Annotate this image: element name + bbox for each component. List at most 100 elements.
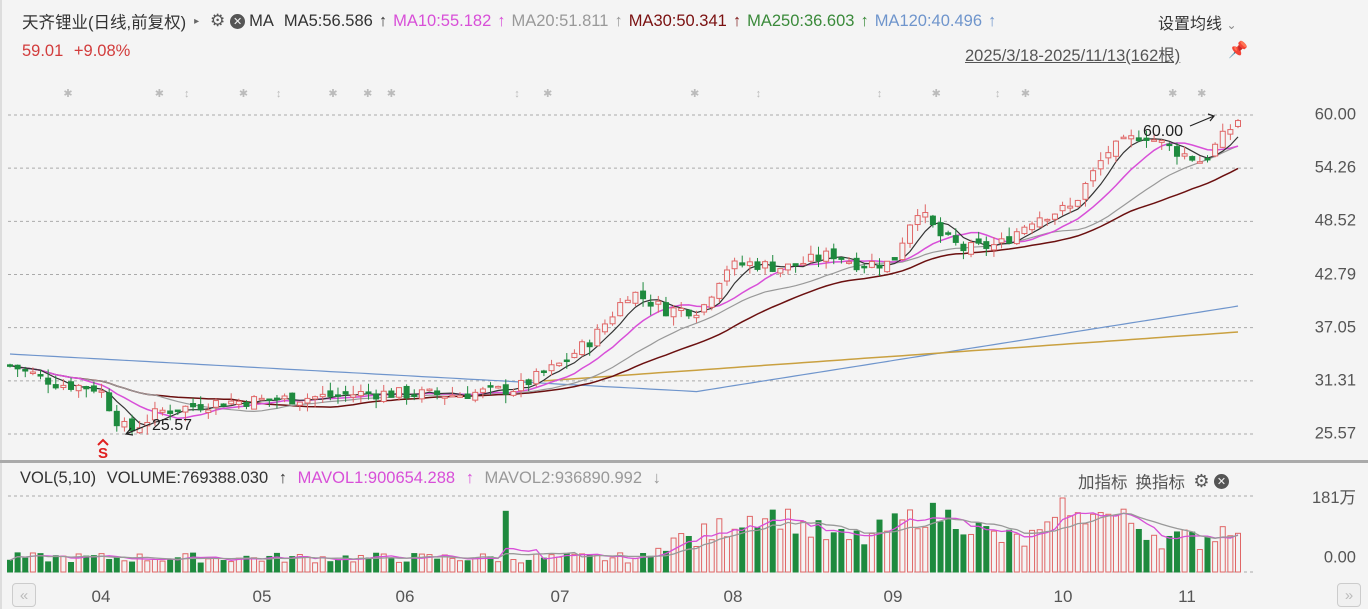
triangle-right-icon[interactable]: ▸ bbox=[194, 15, 200, 27]
event-marker-icon[interactable]: ✱ bbox=[328, 88, 337, 100]
volume-bar bbox=[502, 510, 509, 573]
time-axis-label: 05 bbox=[252, 587, 272, 606]
event-marker-icon[interactable]: ✱ bbox=[690, 88, 699, 100]
volume-bar bbox=[518, 562, 525, 573]
event-marker-icon[interactable]: ✱ bbox=[387, 88, 396, 100]
event-marker-icon[interactable]: ↕ bbox=[756, 88, 762, 100]
vol-label: VOL(5,10) bbox=[20, 469, 97, 487]
volume-value: VOLUME:769388.030 bbox=[106, 469, 269, 487]
candle bbox=[1059, 201, 1066, 216]
volume-bar bbox=[937, 521, 944, 573]
sell-signal-icon[interactable]: S bbox=[98, 445, 108, 460]
volume-bar bbox=[258, 560, 265, 573]
candle bbox=[792, 263, 799, 273]
candle bbox=[1029, 221, 1036, 235]
pin-icon[interactable]: 📌 bbox=[1228, 42, 1248, 59]
scroll-right-button[interactable]: » bbox=[1337, 583, 1361, 607]
candle bbox=[22, 366, 29, 378]
candlestick-chart[interactable]: ✱ ✱ ↕ ✱ ↕ ✱ ✱ ✱ ↕ ✱ ✱ ↕ ↕ ✱ ↕ ✱ ✱ ✱ 60.00 25.57 S bbox=[0, 0, 1256, 460]
volume-bar bbox=[601, 560, 608, 573]
pane-separator[interactable] bbox=[0, 460, 1368, 463]
candle bbox=[174, 409, 181, 415]
date-range-link[interactable]: 2025/3/18-2025/11/13(162根) bbox=[965, 47, 1181, 65]
volume-arrow: ↑ bbox=[278, 469, 288, 487]
volume-bar bbox=[876, 519, 883, 573]
time-axis-label: 11 bbox=[1178, 587, 1196, 606]
price-change: +9.08% bbox=[73, 42, 131, 60]
volume-bar bbox=[373, 552, 380, 573]
candle bbox=[815, 246, 822, 268]
candle bbox=[151, 401, 158, 426]
gear-icon[interactable]: ⚙ bbox=[1193, 470, 1210, 491]
left-border bbox=[0, 0, 2, 609]
volume-bar bbox=[929, 502, 936, 573]
time-axis-label: 09 bbox=[883, 587, 903, 606]
candle bbox=[594, 324, 601, 347]
mavol2-arrow: ↓ bbox=[652, 469, 661, 487]
volume-bar bbox=[60, 555, 67, 573]
volume-bar bbox=[266, 555, 273, 573]
volume-bar bbox=[22, 557, 29, 573]
event-marker-icon[interactable]: ↕ bbox=[184, 88, 190, 100]
volume-bar bbox=[151, 558, 158, 573]
volume-legend: VOL(5,10) VOLUME:769388.030 ↑ MAVOL1:900… bbox=[20, 469, 667, 488]
switch-indicator-button[interactable]: 换指标 bbox=[1135, 474, 1186, 492]
volume-bar bbox=[113, 557, 120, 573]
event-marker-icon[interactable]: ↕ bbox=[877, 88, 883, 100]
mavol1-arrow: ↑ bbox=[465, 469, 474, 487]
scroll-left-button[interactable]: « bbox=[12, 583, 36, 607]
event-marker-icon[interactable]: ✱ bbox=[363, 88, 372, 100]
candle bbox=[884, 260, 891, 274]
close-circle-icon[interactable]: ✕ bbox=[1214, 473, 1229, 489]
event-marker-icon[interactable]: ✱ bbox=[932, 88, 941, 100]
add-indicator-button[interactable]: 加指标 bbox=[1078, 474, 1128, 492]
candle bbox=[411, 389, 418, 401]
event-marker-icon[interactable]: ✱ bbox=[239, 88, 248, 100]
event-marker-icon[interactable]: ↕ bbox=[514, 88, 520, 100]
volume-bar bbox=[1097, 512, 1104, 573]
volume-bar bbox=[1189, 531, 1196, 573]
volume-bar bbox=[228, 561, 235, 573]
price-axis-label: 54.26 bbox=[1314, 158, 1356, 177]
volume-bar bbox=[327, 561, 334, 573]
volume-bar bbox=[1090, 513, 1097, 573]
event-marker-icon[interactable]: ✱ bbox=[1021, 88, 1030, 100]
candle bbox=[334, 387, 341, 404]
candle bbox=[1120, 134, 1127, 140]
volume-bar bbox=[45, 561, 52, 573]
volume-bar bbox=[487, 556, 494, 573]
candle bbox=[952, 228, 959, 246]
set-ma-button[interactable]: 设置均线 ⌄ bbox=[1158, 10, 1237, 34]
event-marker-icon[interactable]: ↕ bbox=[995, 88, 1001, 100]
candle bbox=[60, 379, 67, 391]
candle bbox=[190, 398, 197, 412]
volume-bar bbox=[983, 526, 990, 573]
event-marker-icon[interactable]: ↕ bbox=[276, 88, 282, 100]
volume-bar bbox=[1219, 526, 1226, 573]
time-axis-label: 07 bbox=[550, 587, 570, 606]
close-circle-icon[interactable]: ✕ bbox=[230, 13, 246, 29]
volume-axis-min: 0.00 bbox=[1323, 548, 1356, 567]
volume-bar bbox=[136, 553, 143, 573]
candle bbox=[640, 282, 647, 307]
candle bbox=[37, 369, 44, 380]
event-marker-icon[interactable]: ✱ bbox=[1197, 88, 1206, 100]
candle bbox=[830, 243, 837, 265]
ma-arrow: ↑ bbox=[614, 11, 623, 30]
candle bbox=[1212, 142, 1219, 158]
event-marker-icon[interactable]: ✱ bbox=[63, 88, 72, 100]
price-info: 59.01 +9.08% bbox=[22, 42, 130, 61]
event-marker-icon[interactable]: ✱ bbox=[155, 88, 164, 100]
gear-icon[interactable]: ⚙ bbox=[209, 11, 226, 30]
event-marker-icon[interactable]: ✱ bbox=[543, 88, 552, 100]
event-marker-icon[interactable]: ✱ bbox=[1168, 88, 1177, 100]
candle bbox=[1158, 139, 1165, 150]
volume-bar bbox=[1082, 523, 1089, 573]
candle bbox=[75, 383, 82, 398]
volume-chart[interactable] bbox=[0, 488, 1256, 578]
volume-bar bbox=[1204, 536, 1211, 573]
volume-bar bbox=[296, 554, 303, 573]
candle bbox=[1105, 145, 1112, 165]
volume-bar bbox=[556, 556, 563, 573]
chart-header: 天齐锂业(日线,前复权) ▸ ⚙ ✕ MA MA5:56.586 ↑ MA10:55… bbox=[0, 0, 1368, 36]
